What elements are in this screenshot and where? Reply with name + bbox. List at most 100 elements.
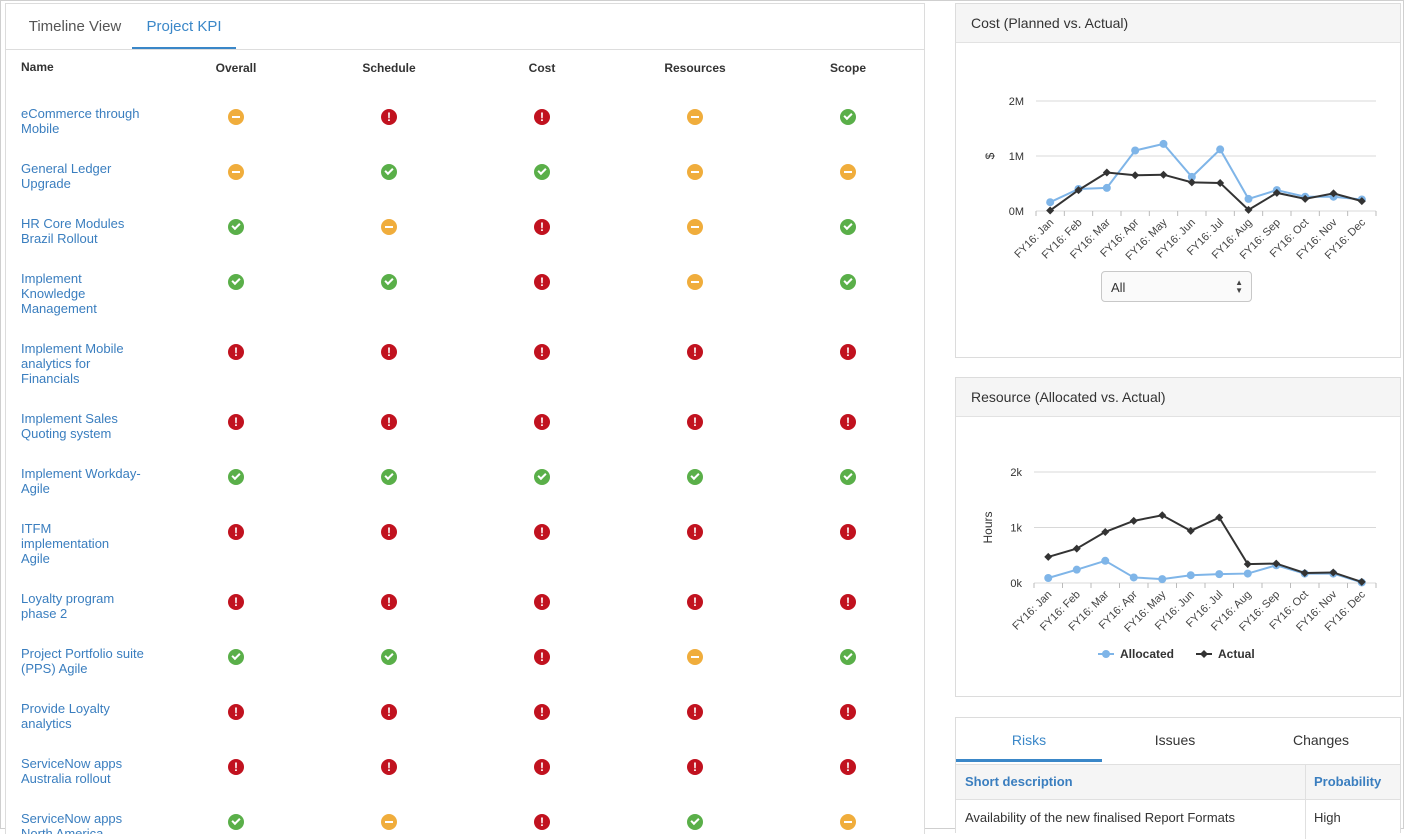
- project-name-link[interactable]: ServiceNow apps Australia rollout: [21, 756, 123, 786]
- exclamation-circle-icon: [840, 759, 856, 775]
- project-name-link[interactable]: General Ledger Upgrade: [21, 161, 112, 191]
- project-name-link[interactable]: ITFM implementation Agile: [21, 521, 110, 566]
- y-tick-label: 1k: [1010, 523, 1022, 535]
- exclamation-circle-icon: [381, 704, 397, 720]
- check-circle-icon: [534, 469, 550, 485]
- data-point: [1102, 183, 1111, 192]
- data-point: [1074, 186, 1083, 195]
- data-point: [1187, 178, 1196, 187]
- exclamation-circle-icon: [228, 759, 244, 775]
- data-point: [1131, 171, 1140, 180]
- project-name-link[interactable]: HR Core Modules Brazil Rollout: [21, 216, 125, 246]
- data-point: [1159, 170, 1168, 179]
- legend-item[interactable]: Allocated: [1098, 647, 1174, 661]
- exclamation-circle-icon: [381, 109, 397, 125]
- col-header-schedule: Schedule: [362, 61, 416, 75]
- data-point: [1272, 188, 1281, 197]
- col-header-probability[interactable]: Probability: [1314, 774, 1382, 789]
- data-point: [1072, 565, 1081, 574]
- project-name-link[interactable]: Project Portfolio suite (PPS) Agile: [21, 646, 144, 676]
- data-point: [1072, 544, 1081, 553]
- tab-issues[interactable]: Issues: [1154, 732, 1196, 748]
- data-point: [1044, 552, 1053, 561]
- exclamation-circle-icon: [687, 524, 703, 540]
- data-point: [1357, 577, 1366, 586]
- data-point: [1186, 571, 1195, 580]
- project-name-link[interactable]: Implement Workday- Agile: [21, 466, 141, 496]
- select-arrows-icon: ▲ ▼: [1235, 278, 1243, 295]
- data-point: [1244, 194, 1253, 203]
- legend-item[interactable]: Actual: [1196, 647, 1255, 661]
- cost-panel: Cost (Planned vs. Actual) 0M 1M 2M $ FY16: J…: [955, 3, 1401, 358]
- risk-description[interactable]: Availability of the new finalised Report…: [965, 810, 1235, 825]
- resource-panel: Resource (Allocated vs. Actual) 0k 1k 2k Ho…: [955, 377, 1401, 697]
- data-point: [1243, 569, 1252, 578]
- tab-project-kpi[interactable]: Project KPI: [132, 4, 236, 49]
- cost-filter-select[interactable]: All ▲ ▼: [1101, 271, 1252, 302]
- y-tick-label: 2M: [1009, 96, 1024, 108]
- exclamation-circle-icon: [840, 594, 856, 610]
- legend-marker: [1102, 650, 1110, 658]
- exclamation-circle-icon: [687, 594, 703, 610]
- tab-timeline-view[interactable]: Timeline View: [28, 18, 122, 35]
- exclamation-circle-icon: [687, 414, 703, 430]
- data-point: [1129, 573, 1138, 582]
- check-circle-icon: [228, 649, 244, 665]
- exclamation-circle-icon: [687, 759, 703, 775]
- y-tick-label: 1M: [1009, 151, 1024, 163]
- project-name-link[interactable]: Implement Mobile analytics for Financial…: [21, 341, 124, 386]
- check-circle-icon: [381, 164, 397, 180]
- tab-risks[interactable]: Risks: [956, 718, 1102, 762]
- legend-label: Allocated: [1120, 647, 1174, 661]
- check-circle-icon: [228, 274, 244, 290]
- check-circle-icon: [840, 469, 856, 485]
- exclamation-circle-icon: [228, 344, 244, 360]
- tab-changes[interactable]: Changes: [1292, 732, 1350, 748]
- check-circle-icon: [228, 469, 244, 485]
- data-point: [1357, 197, 1366, 206]
- check-circle-icon: [381, 274, 397, 290]
- project-name-link[interactable]: Implement Knowledge Management: [21, 271, 97, 316]
- check-circle-icon: [228, 219, 244, 235]
- exclamation-circle-icon: [228, 524, 244, 540]
- exclamation-circle-icon: [534, 109, 550, 125]
- check-circle-icon: [381, 469, 397, 485]
- data-point: [1101, 527, 1110, 536]
- data-point: [1244, 205, 1253, 214]
- exclamation-circle-icon: [687, 344, 703, 360]
- project-name-link[interactable]: Implement Sales Quoting system: [21, 411, 118, 441]
- project-name-link[interactable]: Loyalty program phase 2: [21, 591, 115, 621]
- project-kpi-panel: Timeline View Project KPI Name Overall S…: [5, 3, 925, 834]
- exclamation-circle-icon: [381, 344, 397, 360]
- col-header-short-description[interactable]: Short description: [965, 774, 1073, 789]
- exclamation-circle-icon: [534, 594, 550, 610]
- legend-label: Actual: [1218, 647, 1255, 661]
- minus-circle-icon: [840, 814, 856, 830]
- minus-circle-icon: [228, 109, 244, 125]
- minus-circle-icon: [687, 274, 703, 290]
- exclamation-circle-icon: [381, 594, 397, 610]
- view-tabs: Timeline View Project KPI: [6, 4, 924, 50]
- risk-probability: High: [1314, 810, 1341, 825]
- data-point: [1329, 189, 1338, 198]
- data-point: [1046, 206, 1055, 215]
- data-point: [1301, 194, 1310, 203]
- series-line: [1049, 142, 1362, 204]
- risks-table-header: Short description Probability: [956, 764, 1400, 800]
- exclamation-circle-icon: [534, 219, 550, 235]
- exclamation-circle-icon: [534, 704, 550, 720]
- project-name-link[interactable]: eCommerce through Mobile: [21, 106, 140, 136]
- project-name-link[interactable]: ServiceNow apps North America: [21, 811, 123, 834]
- cost-filter-value: All: [1111, 280, 1126, 295]
- data-point: [1159, 139, 1168, 148]
- exclamation-circle-icon: [840, 344, 856, 360]
- data-point: [1044, 574, 1053, 583]
- exclamation-circle-icon: [687, 704, 703, 720]
- exclamation-circle-icon: [228, 594, 244, 610]
- cost-panel-title: Cost (Planned vs. Actual): [956, 4, 1400, 43]
- data-point: [1300, 569, 1309, 578]
- project-name-link[interactable]: Provide Loyalty analytics: [21, 701, 110, 731]
- col-header-resources: Resources: [664, 61, 726, 75]
- y-tick-label: 2k: [1010, 467, 1022, 479]
